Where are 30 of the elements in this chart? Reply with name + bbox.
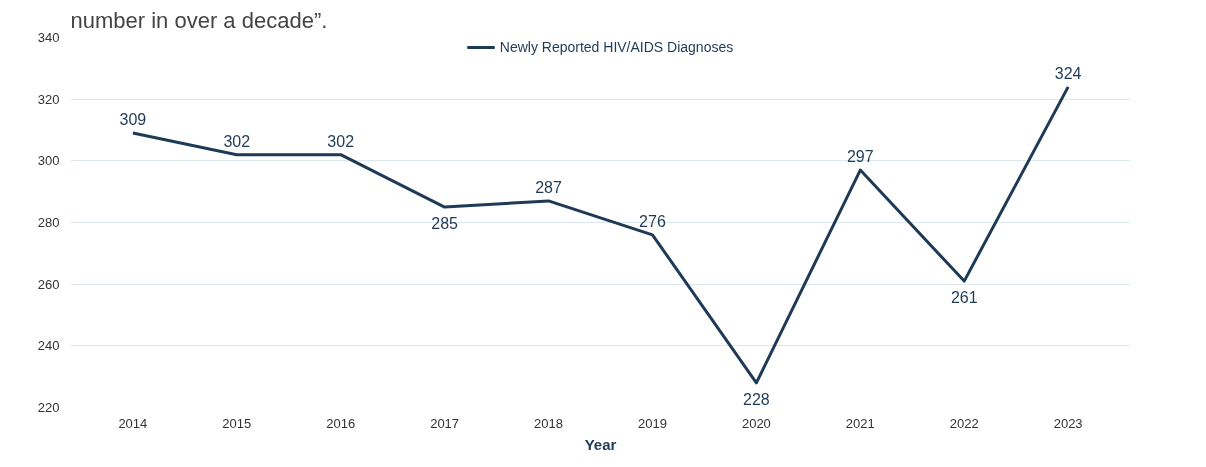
x-tick-label: 2014 xyxy=(118,415,148,431)
data-label: 228 xyxy=(743,390,770,408)
chart-title: number in over a decade”. xyxy=(70,7,328,33)
data-label: 309 xyxy=(119,111,147,129)
x-axis-title: Year xyxy=(584,435,617,453)
y-tick-label: 320 xyxy=(37,91,60,107)
data-label: 302 xyxy=(223,132,251,150)
x-tick-label: 2017 xyxy=(430,415,460,431)
x-tick-label: 2015 xyxy=(222,415,252,431)
data-label: 287 xyxy=(535,178,562,196)
y-tick-label: 260 xyxy=(37,276,60,292)
y-tick-label: 220 xyxy=(37,400,60,415)
x-tick-label: 2018 xyxy=(534,415,563,431)
x-tick-label: 2016 xyxy=(326,415,356,431)
y-tick-label: 340 xyxy=(37,30,60,45)
data-label: 261 xyxy=(950,289,978,307)
x-tick-label: 2023 xyxy=(1053,415,1083,431)
data-label: 276 xyxy=(639,212,666,230)
data-label: 324 xyxy=(1054,64,1082,82)
x-tick-label: 2022 xyxy=(949,415,979,431)
y-tick-label: 280 xyxy=(37,215,60,230)
x-tick-label: 2020 xyxy=(741,415,771,431)
y-tick-label: 240 xyxy=(37,338,60,354)
x-tick-label: 2021 xyxy=(845,415,875,431)
data-label: 302 xyxy=(327,132,355,150)
legend-label: Newly Reported HIV/AIDS Diagnoses xyxy=(499,39,734,55)
x-tick-label: 2019 xyxy=(638,415,667,431)
data-label: 285 xyxy=(431,215,459,233)
data-label: 297 xyxy=(846,148,874,166)
y-tick-label: 300 xyxy=(37,153,60,169)
